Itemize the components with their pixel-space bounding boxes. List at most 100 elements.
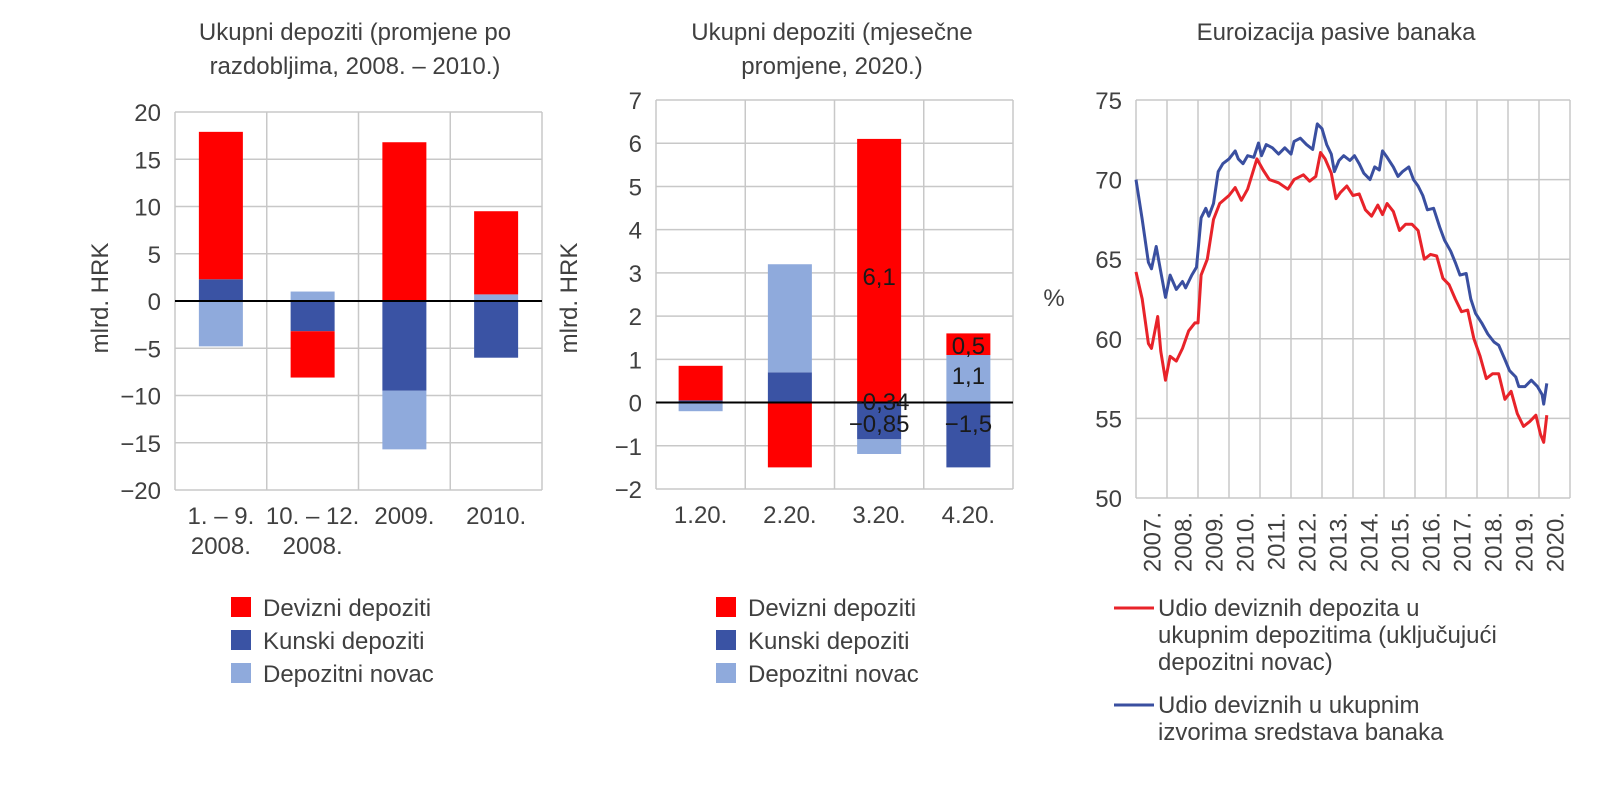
bar-depozitni [678, 402, 723, 412]
data-label: 6,1 [862, 264, 895, 291]
bar-kunski [474, 301, 519, 358]
bar-kunski [767, 372, 812, 403]
y-tick-label: −15 [120, 431, 161, 458]
x-tick-label: 2008. [191, 533, 251, 560]
y-tick-label: 6 [629, 131, 642, 158]
data-label: −0,85 [849, 411, 910, 438]
chart1-title-line2: razdobljima, 2008. – 2010.) [210, 53, 501, 80]
data-label: −0,34 [849, 389, 910, 416]
bar-devizni [857, 138, 902, 403]
chart-euroization: Euroizacija pasive banaka % 75 70 65 60 55 50… [1043, 19, 1571, 746]
x-tick-label: 2018. [1481, 512, 1508, 572]
bar-depozitni [857, 439, 902, 454]
chart2-title-line1: Ukupni depoziti (mjesečne [691, 19, 972, 46]
legend-swatch-devizni [231, 597, 251, 617]
legend-label: Udio deviznih depozita u [1158, 595, 1420, 622]
x-tick-label: 4.20. [942, 502, 995, 529]
x-tick-label: 1. – 9. [188, 503, 255, 530]
legend-swatch-depozitni [716, 663, 736, 683]
x-tick-label: 2015. [1388, 512, 1415, 572]
data-label: −1,5 [945, 411, 992, 438]
x-tick-label: 1.20. [674, 502, 727, 529]
series-line-foreign-funding-share [1134, 122, 1549, 406]
bar-depozitni [198, 301, 243, 347]
x-tick-label: 2008. [1171, 512, 1198, 572]
x-tick-label: 2.20. [763, 502, 816, 529]
legend-label: Depozitni novac [263, 661, 434, 688]
x-tick-label: 2012. [1295, 512, 1322, 572]
x-tick-label: 2008. [283, 533, 343, 560]
y-tick-label: −1 [615, 434, 642, 461]
y-tick-label: 3 [629, 261, 642, 288]
x-tick-label: 10. – 12. [266, 503, 359, 530]
bar-devizni [678, 365, 723, 401]
bar-kunski [198, 279, 243, 301]
y-tick-label: 55 [1095, 406, 1122, 433]
x-tick-label: 2019. [1512, 512, 1539, 572]
y-tick-label: 50 [1095, 486, 1122, 513]
legend-label: Kunski depoziti [263, 628, 424, 655]
y-tick-label: 75 [1095, 88, 1122, 115]
y-tick-label: 1 [629, 347, 642, 374]
legend-label: depozitni novac) [1158, 649, 1333, 676]
data-label: 0,5 [952, 333, 985, 360]
x-tick-label: 2013. [1326, 512, 1353, 572]
y-tick-label: 60 [1095, 327, 1122, 354]
legend-label: Devizni depoziti [263, 595, 431, 622]
bar-devizni [198, 131, 243, 280]
legend-swatch-devizni [716, 597, 736, 617]
y-tick-label: 7 [629, 88, 642, 115]
y-tick-label: 5 [629, 174, 642, 201]
y-tick-label: 70 [1095, 168, 1122, 195]
bar-kunski [857, 402, 902, 440]
legend-swatch-kunski [716, 630, 736, 650]
chart3-y-axis-label: % [1043, 285, 1064, 312]
chart2-title-line2: promjene, 2020.) [741, 53, 922, 80]
y-tick-label: −20 [120, 478, 161, 505]
legend-swatch-kunski [231, 630, 251, 650]
bar-depozitni [382, 390, 427, 450]
legend-label: izvorima sredstava banaka [1158, 719, 1444, 746]
y-tick-label: 20 [134, 100, 161, 127]
chart2-y-axis-label: mlrd. HRK [556, 243, 583, 354]
series-line-foreign-deposits-share [1134, 151, 1549, 444]
y-tick-label: 65 [1095, 247, 1122, 274]
bar-kunski [678, 400, 723, 403]
legend-label: Kunski depoziti [748, 628, 909, 655]
y-tick-label: 15 [134, 147, 161, 174]
y-tick-label: 5 [148, 242, 161, 269]
legend-label: Devizni depoziti [748, 595, 916, 622]
x-tick-label: 2011. [1264, 512, 1291, 570]
y-tick-label: 4 [629, 218, 642, 245]
bar-devizni [474, 211, 519, 295]
chart1-title-line1: Ukupni depoziti (promjene po [199, 19, 511, 46]
y-tick-label: 0 [148, 289, 161, 316]
x-tick-label: 2020. [1543, 512, 1570, 572]
bar-kunski [382, 301, 427, 391]
bar-devizni [767, 402, 812, 468]
bar-kunski [290, 301, 335, 332]
legend-label: ukupnim depozitima (uključujući [1158, 622, 1497, 649]
chart-deposits-2008-2010: Ukupni depoziti (promjene po razdobljima… [87, 19, 543, 688]
x-tick-label: 2010. [466, 503, 526, 530]
bar-depozitni [767, 264, 812, 373]
chart-deposits-2020-monthly: Ukupni depoziti (mjesečne promjene, 2020… [556, 19, 1014, 688]
y-tick-label: 0 [629, 391, 642, 418]
x-tick-label: 2014. [1357, 512, 1384, 572]
bar-depozitni [474, 294, 519, 301]
legend-label: Depozitni novac [748, 661, 919, 688]
legend-swatch-depozitni [231, 663, 251, 683]
y-tick-label: 10 [134, 195, 161, 222]
x-tick-label: 2017. [1450, 512, 1477, 572]
bar-devizni [946, 333, 991, 356]
bar-depozitni [946, 355, 991, 403]
x-tick-label: 2016. [1419, 512, 1446, 572]
y-tick-label: 2 [629, 304, 642, 331]
x-tick-label: 2010. [1233, 512, 1260, 572]
x-tick-label: 2009. [374, 503, 434, 530]
x-tick-label: 2007. [1140, 512, 1167, 572]
x-tick-label: 2009. [1202, 512, 1229, 572]
y-tick-label: −10 [120, 384, 161, 411]
bar-devizni [382, 142, 427, 301]
